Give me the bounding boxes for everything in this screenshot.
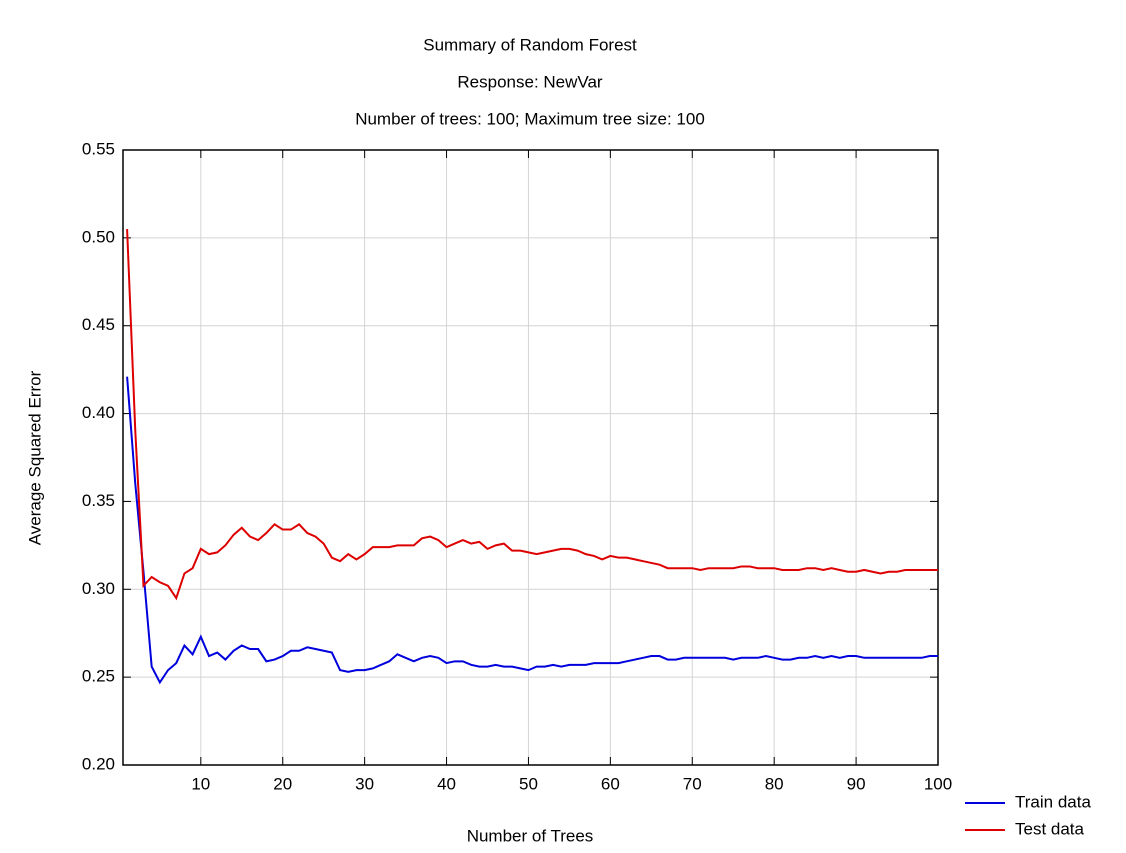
- x-tick-label: 100: [924, 774, 952, 793]
- y-tick-label: 0.40: [82, 403, 115, 422]
- plot-frame: [122, 149, 939, 766]
- x-axis-label: Number of Trees: [467, 826, 594, 845]
- y-tick-label: 0.55: [82, 139, 115, 158]
- x-tick-label: 30: [355, 774, 374, 793]
- y-tick-label: 0.35: [82, 491, 115, 510]
- y-tick-label: 0.50: [82, 227, 115, 246]
- x-tick-label: 50: [519, 774, 538, 793]
- x-tick-label: 70: [683, 774, 702, 793]
- x-tick-label: 80: [765, 774, 784, 793]
- chart-subtitle: Number of trees: 100; Maximum tree size:…: [355, 109, 705, 128]
- y-axis-label: Average Squared Error: [25, 370, 44, 545]
- data-line: [126, 229, 938, 601]
- x-tick-label: 40: [437, 774, 456, 793]
- x-tick-label: 90: [847, 774, 866, 793]
- y-tick-label: 0.25: [82, 667, 115, 686]
- y-tick-label: 0.20: [82, 754, 115, 773]
- x-tick-label: 60: [601, 774, 620, 793]
- x-tick-label: 20: [273, 774, 292, 793]
- y-tick-label: 0.30: [82, 579, 115, 598]
- y-tick-label: 0.45: [82, 315, 115, 334]
- legend-label: Train data: [1015, 792, 1091, 811]
- chart-title: Summary of Random Forest: [423, 35, 637, 54]
- chart-subtitle: Response: NewVar: [457, 72, 603, 91]
- x-tick-label: 10: [191, 774, 210, 793]
- data-line: [126, 376, 938, 685]
- legend-label: Test data: [1015, 819, 1085, 838]
